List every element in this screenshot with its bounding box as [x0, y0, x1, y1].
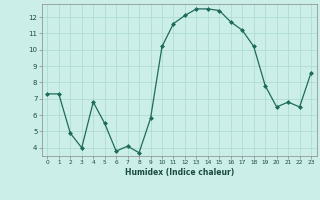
- X-axis label: Humidex (Indice chaleur): Humidex (Indice chaleur): [124, 168, 234, 177]
